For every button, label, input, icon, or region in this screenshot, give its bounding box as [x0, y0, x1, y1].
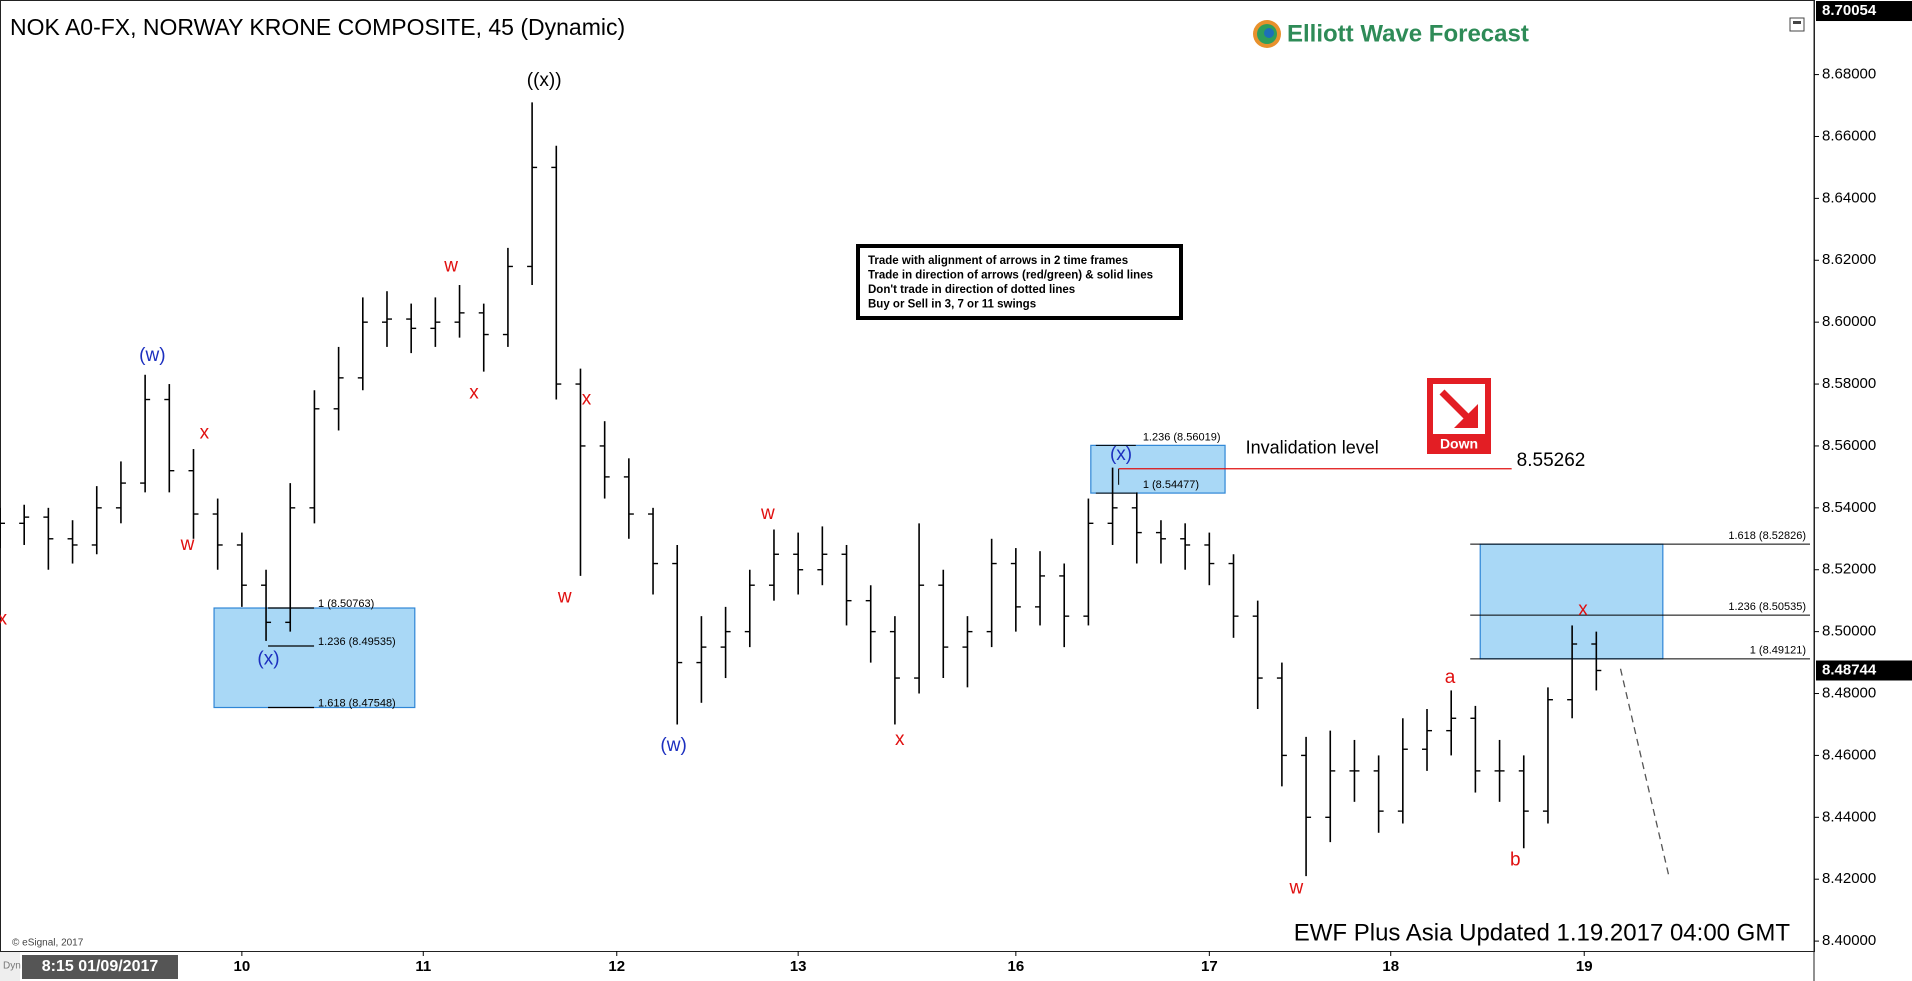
invalidation-value: 8.55262 — [1517, 450, 1586, 471]
x-tick-label: 19 — [1576, 958, 1593, 975]
y-tick-label: 8.58000 — [1822, 375, 1876, 392]
fib-label: 1.618 (8.47548) — [318, 697, 396, 709]
wave-label: w — [180, 534, 195, 555]
window-icon-bar — [1793, 21, 1801, 24]
fib-label: 1 (8.54477) — [1143, 479, 1199, 491]
mode-box — [0, 952, 20, 981]
y-tick-label: 8.42000 — [1822, 870, 1876, 887]
wave-label: w — [760, 503, 775, 524]
wave-label: x — [895, 729, 905, 750]
y-tick-label: 8.40000 — [1822, 932, 1876, 949]
x-tick-label: 11 — [415, 958, 431, 975]
last-price-label: 8.48744 — [1822, 661, 1877, 678]
x-tick-label: 13 — [790, 958, 807, 975]
footer: EWF Plus Asia Updated 1.19.2017 04:00 GM… — [1294, 919, 1791, 946]
notes: Trade with alignment of arrows in 2 time… — [868, 255, 1153, 311]
fib-label: 1.236 (8.50535) — [1728, 601, 1806, 613]
fib-label: 1.236 (8.49535) — [318, 636, 396, 648]
x-tick-label: 17 — [1201, 958, 1218, 975]
wave-label: x — [582, 389, 592, 410]
wave-label: (x) — [1110, 444, 1132, 465]
wave-label: a — [1445, 667, 1456, 688]
y-tick-label: 8.46000 — [1822, 746, 1876, 763]
note-line: Don't trade in direction of dotted lines — [868, 284, 1075, 296]
invalidation-label: Invalidation level — [1246, 438, 1379, 458]
wave-label: w — [557, 587, 572, 608]
wave-label: ((x)) — [527, 70, 562, 91]
fib-box — [213, 607, 416, 709]
note-line: Buy or Sell in 3, 7 or 11 swings — [868, 299, 1036, 311]
wave-label: (w) — [660, 735, 686, 756]
signal-label: Down — [1440, 436, 1478, 452]
cursor-time: 8:15 01/09/2017 — [42, 958, 159, 975]
wave-label: x — [200, 423, 210, 444]
brand-name: Elliott Wave Forecast — [1287, 20, 1529, 47]
notes-box — [856, 244, 1183, 320]
last-price-flag — [1816, 660, 1912, 681]
y-tick-label: 8.50000 — [1822, 623, 1876, 640]
x-tick-label: 18 — [1382, 958, 1399, 975]
y-tick-label: 8.48000 — [1822, 684, 1876, 701]
y-tick-label: 8.60000 — [1822, 313, 1876, 330]
note-line: Trade in direction of arrows (red/green)… — [868, 270, 1153, 282]
wave-label: (w) — [139, 345, 165, 366]
mode-label: Dyn — [3, 961, 21, 972]
fib-label: 1 (8.49121) — [1750, 645, 1806, 657]
top-price-flag — [1816, 1, 1912, 22]
cursor-time-box — [22, 955, 178, 979]
chart-title: NOK A0-FX, NORWAY KRONE COMPOSITE, 45 (D… — [10, 14, 625, 40]
signal-arrow-head — [1454, 404, 1478, 428]
top-price-label: 8.70054 — [1822, 2, 1877, 19]
fib-label: 1 (8.50763) — [318, 598, 374, 610]
y-tick-label: 8.64000 — [1822, 189, 1876, 206]
y-tick-label: 8.68000 — [1822, 66, 1876, 83]
copyright: © eSignal, 2017 — [12, 938, 84, 949]
wave-label: x — [469, 382, 479, 403]
x-tick-label: 16 — [1007, 958, 1024, 975]
fib-label: 1.618 (8.52826) — [1728, 530, 1806, 542]
y-tick-label: 8.54000 — [1822, 499, 1876, 516]
signal-box: Down — [1427, 378, 1491, 454]
y-tick-label: 8.52000 — [1822, 561, 1876, 578]
x-tick-label: 10 — [234, 958, 251, 975]
wave-label: b — [1510, 850, 1521, 871]
y-tick-label: 8.66000 — [1822, 127, 1876, 144]
wave-label: x — [0, 608, 8, 629]
wave-label: (x) — [257, 648, 279, 669]
y-tick-label: 8.56000 — [1822, 437, 1876, 454]
window-icon — [1789, 17, 1805, 32]
wave-label: w — [443, 255, 458, 276]
wave-label: x — [1578, 599, 1588, 620]
logo-dot — [1264, 28, 1274, 38]
fib-label: 1.236 (8.56019) — [1143, 431, 1221, 443]
note-line: Trade with alignment of arrows in 2 time… — [868, 255, 1128, 267]
y-tick-label: 8.44000 — [1822, 808, 1876, 825]
wave-label: w — [1289, 878, 1304, 899]
x-tick-label: 12 — [608, 958, 625, 975]
y-tick-label: 8.62000 — [1822, 251, 1876, 268]
logo: Elliott Wave Forecast — [1253, 20, 1529, 48]
